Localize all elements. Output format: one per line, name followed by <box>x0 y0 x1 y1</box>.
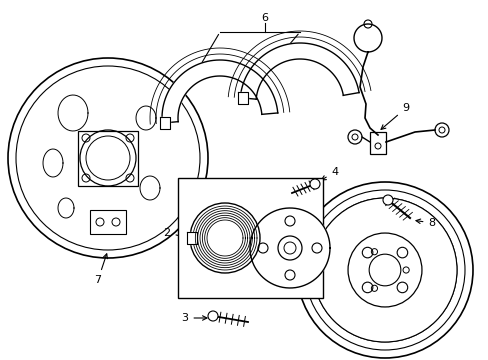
Polygon shape <box>136 106 156 130</box>
Polygon shape <box>58 198 74 218</box>
Polygon shape <box>140 176 160 200</box>
Text: 4: 4 <box>321 167 338 180</box>
Text: 3: 3 <box>181 313 206 323</box>
Text: 2: 2 <box>163 228 186 238</box>
Circle shape <box>207 311 218 321</box>
Bar <box>78 131 138 185</box>
Polygon shape <box>160 117 170 129</box>
Circle shape <box>309 179 319 189</box>
Text: 5: 5 <box>223 262 230 293</box>
Polygon shape <box>186 232 193 244</box>
Polygon shape <box>240 43 358 99</box>
Polygon shape <box>249 208 329 288</box>
Circle shape <box>312 198 456 342</box>
Text: 8: 8 <box>415 218 435 228</box>
Polygon shape <box>162 60 277 123</box>
Polygon shape <box>58 95 88 131</box>
Bar <box>178 178 323 298</box>
Bar <box>369 132 385 154</box>
Polygon shape <box>43 149 63 177</box>
Circle shape <box>382 195 392 205</box>
Polygon shape <box>238 92 248 104</box>
Text: 6: 6 <box>261 13 268 23</box>
Text: 7: 7 <box>94 254 107 285</box>
Text: 9: 9 <box>380 103 409 129</box>
Bar <box>90 210 126 234</box>
Circle shape <box>8 58 207 258</box>
Text: 1: 1 <box>275 279 297 293</box>
